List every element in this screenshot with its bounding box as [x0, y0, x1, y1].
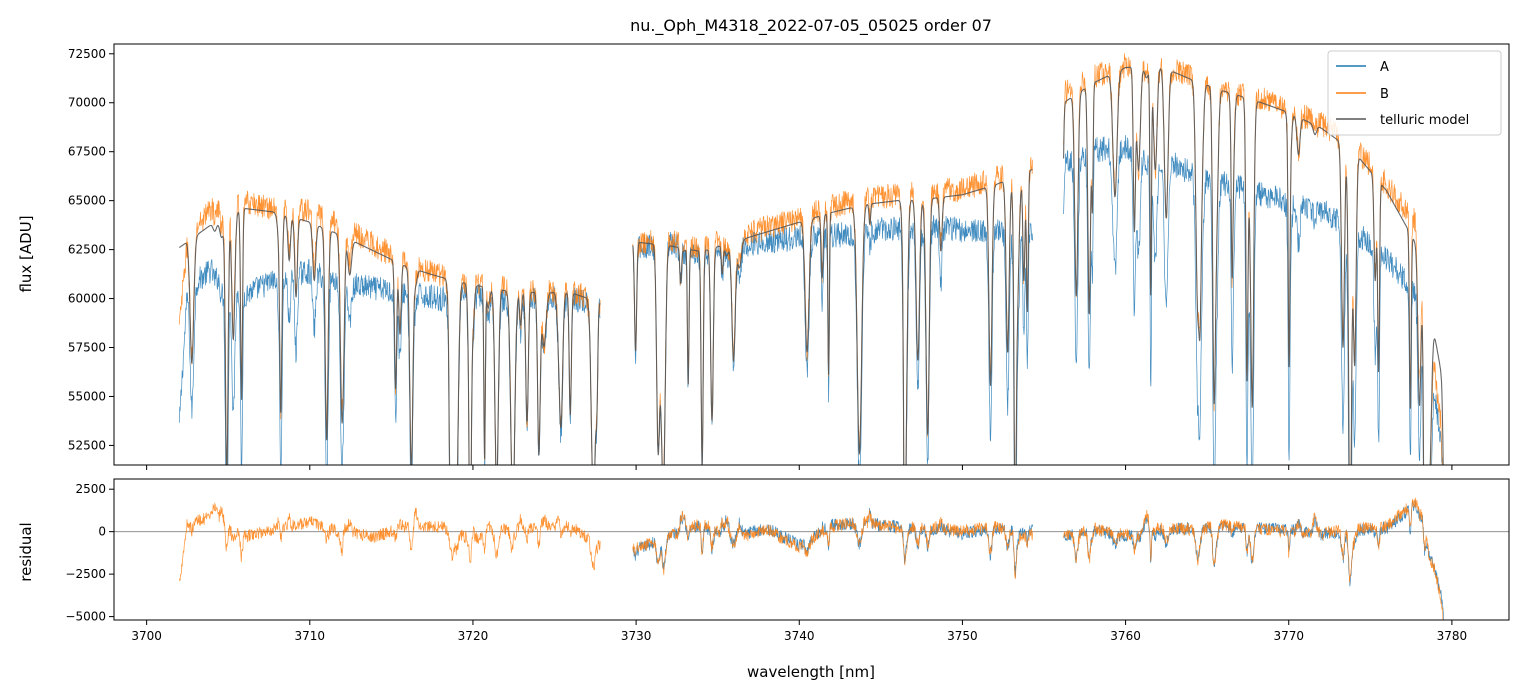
series-telluric-model-segment-1 — [632, 168, 1033, 465]
residual-y-axis-label: residual — [17, 522, 35, 581]
x-tick-label: 3740 — [784, 629, 815, 643]
y-tick-label: −5000 — [65, 610, 106, 624]
series-telluric-model-segment-0 — [178, 208, 601, 465]
x-tick-label: 3760 — [1110, 629, 1141, 643]
series-b-segment-1 — [632, 156, 1033, 465]
y-tick-label: 67500 — [68, 145, 106, 159]
x-tick-label: 3720 — [458, 629, 489, 643]
x-axis-label: wavelength [nm] — [747, 663, 875, 681]
y-tick-label: 52500 — [68, 438, 106, 452]
x-tick-label: 3750 — [947, 629, 978, 643]
series-b-segment-0 — [178, 190, 601, 465]
x-tick-label: 3780 — [1437, 629, 1468, 643]
series-b-segment-2 — [1063, 497, 1444, 620]
y-tick-label: 55000 — [68, 389, 106, 403]
residual-x-ticks: 3700 3710 3720 3730 3740 3750 3760 3770 3780 — [131, 620, 1467, 643]
flux-y-axis-label: flux [ADU] — [17, 215, 35, 292]
legend-box — [1327, 50, 1502, 136]
residual-y-ticks: −5000 −2500 0 2500 — [65, 482, 114, 624]
y-tick-label: 0 — [98, 525, 106, 539]
flux-x-ticks — [146, 465, 1453, 470]
legend-label-a: A — [1380, 60, 1389, 75]
x-tick-label: 3770 — [1273, 629, 1304, 643]
legend-label-b: B — [1380, 87, 1389, 102]
legend-label-telluric: telluric model — [1380, 113, 1469, 128]
legend: A B telluric model — [1327, 50, 1502, 136]
chart-title: nu._Oph_M4318_2022-07-05_05025 order 07 — [630, 16, 992, 36]
flux-panel: 52500 55000 57500 60000 62500 65000 67500 70000… — [17, 43, 1510, 470]
flux-y-ticks: 52500 55000 57500 60000 62500 65000 67500 70000… — [68, 47, 114, 452]
y-tick-label: 60000 — [68, 292, 106, 306]
y-tick-label: 57500 — [68, 341, 106, 355]
flux-series-group — [178, 53, 1444, 465]
x-tick-label: 3700 — [131, 629, 162, 643]
residual-axes-frame — [113, 478, 1510, 621]
series-b-segment-0 — [178, 502, 601, 581]
residual-panel: −5000 −2500 0 2500 3700 3710 3720 3730 3740 3750… — [17, 478, 1510, 681]
x-tick-label: 3730 — [621, 629, 652, 643]
y-tick-label: 2500 — [75, 482, 106, 496]
y-tick-label: 70000 — [68, 96, 106, 110]
series-telluric-model-segment-2 — [1063, 66, 1444, 465]
flux-axes-frame — [113, 43, 1510, 466]
series-b-segment-1 — [632, 509, 1033, 579]
y-tick-label: 65000 — [68, 194, 106, 208]
y-tick-label: 62500 — [68, 243, 106, 257]
series-a-segment-2 — [1063, 135, 1443, 465]
y-tick-label: 72500 — [68, 47, 106, 61]
residual-series-group — [114, 497, 1509, 620]
x-tick-label: 3710 — [295, 629, 326, 643]
y-tick-label: −2500 — [65, 567, 106, 581]
